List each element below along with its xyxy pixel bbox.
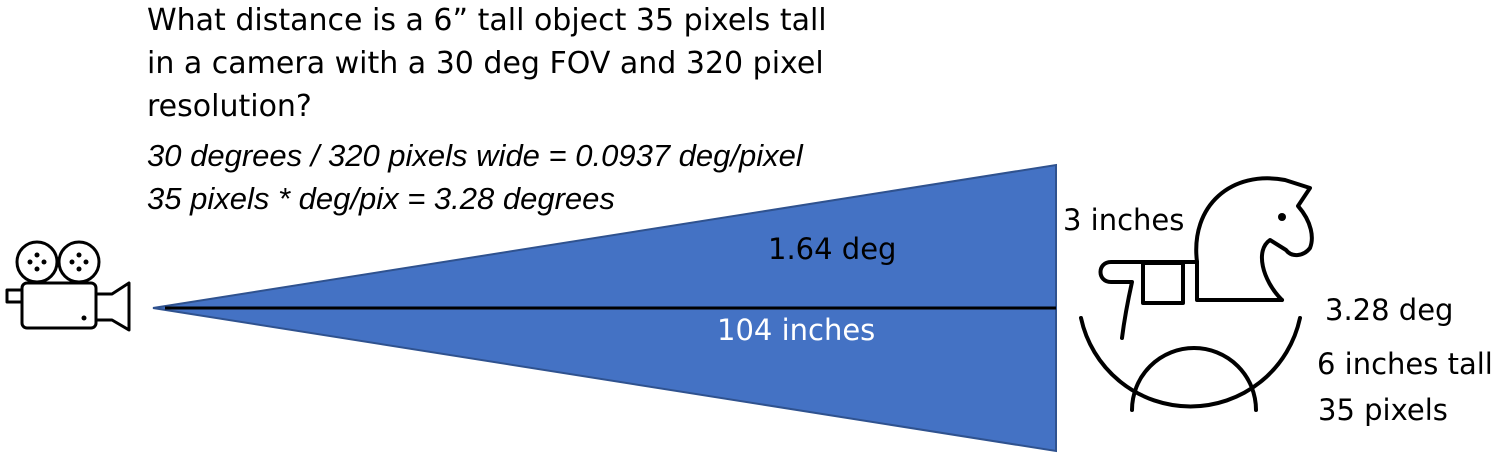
- full-angle-label: 3.28 deg: [1325, 293, 1454, 327]
- question-line-2: in a camera with a 30 deg FOV and 320 pi…: [147, 46, 824, 81]
- calc-line-2: 35 pixels * deg/pix = 3.28 degrees: [147, 181, 615, 216]
- distance-label: 104 inches: [717, 313, 876, 347]
- rocking-horse-icon: [1079, 176, 1314, 412]
- half-angle-label: 1.64 deg: [768, 232, 897, 266]
- half-height-label: 3 inches: [1063, 203, 1185, 237]
- question-line-1: What distance is a 6” tall object 35 pix…: [147, 3, 827, 38]
- movie-camera-icon: [5, 240, 131, 332]
- calc-line-1: 30 degrees / 320 pixels wide = 0.0937 de…: [147, 138, 803, 173]
- question-line-3: resolution?: [147, 89, 312, 124]
- height-label: 6 inches tall: [1317, 347, 1493, 381]
- pixels-label: 35 pixels: [1318, 393, 1448, 427]
